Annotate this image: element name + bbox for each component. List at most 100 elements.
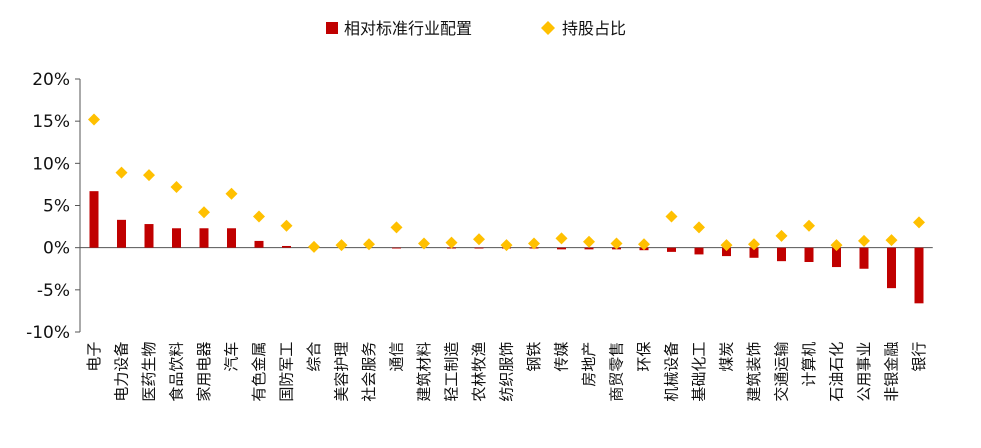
legend-swatch-diamond	[541, 21, 555, 35]
x-tick-label: 钢铁	[525, 342, 543, 372]
scatter-point	[913, 216, 925, 229]
scatter-point	[473, 233, 485, 246]
y-tick-label: -10%	[26, 323, 70, 343]
x-tick-label: 银行	[910, 342, 928, 372]
scatter-point	[885, 234, 898, 247]
scatter-point	[88, 113, 100, 126]
x-tick-label: 社会服务	[360, 342, 378, 402]
x-tick-label: 电力设备	[113, 342, 131, 402]
x-tick-label: 食品饮料	[168, 342, 186, 402]
category-labels: 电子 电力设备 医药生物 食品饮料 家用电器 汽车 有色金属 国防军工 综合 美容护理 社会服务 通信…	[85, 342, 928, 402]
scatter-point	[555, 232, 568, 245]
axes: 20% 15% 10% 5% 0% -5% -10%	[26, 70, 933, 343]
x-tick-label: 交通运输	[773, 342, 791, 402]
scatter-point	[693, 221, 705, 234]
scatter-point	[720, 239, 733, 252]
bar	[777, 247, 786, 262]
scatter-point	[308, 240, 320, 253]
scatter-point	[583, 235, 595, 248]
x-tick-label: 计算机	[800, 342, 818, 387]
x-tick-label: 医药生物	[140, 342, 158, 402]
x-tick-label: 建筑装饰	[745, 342, 763, 402]
scatter-point	[803, 219, 815, 232]
legend-label-diamond: 持股占比	[562, 19, 626, 38]
x-tick-label: 机械设备	[663, 342, 681, 402]
bar	[914, 247, 924, 304]
x-tick-label: 非银金融	[883, 342, 901, 402]
bar	[227, 228, 236, 248]
legend-swatch-bar	[326, 22, 338, 34]
bar	[584, 247, 594, 250]
legend-label-bar: 相对标准行业配置	[344, 19, 472, 38]
bar	[392, 247, 401, 249]
x-tick-label: 家用电器	[195, 342, 213, 402]
scatter-point	[115, 166, 128, 179]
x-tick-label: 国防军工	[278, 342, 296, 402]
scatter-point	[500, 239, 513, 252]
bar	[694, 247, 704, 255]
x-tick-label: 有色金属	[250, 342, 268, 402]
bar	[859, 247, 869, 269]
x-tick-label: 煤炭	[718, 342, 736, 372]
bar	[667, 247, 676, 252]
x-tick-label: 公用事业	[855, 342, 873, 402]
bar	[749, 247, 759, 258]
bar	[172, 228, 181, 248]
bar	[474, 247, 484, 249]
bar	[887, 247, 896, 289]
scatter-point	[170, 180, 183, 193]
scatter-point	[610, 237, 623, 250]
scatter-point	[830, 239, 843, 252]
bar	[804, 247, 814, 263]
x-tick-label: 综合	[305, 342, 323, 372]
scatter-point	[528, 237, 540, 250]
x-tick-label: 传媒	[553, 342, 571, 372]
x-tick-label: 基础化工	[690, 342, 708, 402]
bar	[144, 224, 154, 248]
x-tick-label: 轻工制造	[443, 342, 461, 402]
scatter-point	[253, 210, 265, 223]
scatter-point	[858, 234, 870, 247]
x-tick-label: 纺织服饰	[498, 342, 516, 402]
y-tick-label: 15%	[32, 112, 70, 132]
x-tick-label: 房地产	[580, 342, 598, 387]
scatter-point	[390, 221, 403, 234]
x-tick-label: 美容护理	[333, 342, 351, 402]
scatter-point	[335, 239, 348, 252]
scatter-point	[775, 229, 788, 242]
scatter-series	[88, 113, 925, 253]
scatter-point	[638, 238, 650, 251]
scatter-point	[198, 206, 210, 219]
scatter-point	[280, 219, 293, 232]
scatter-point	[363, 238, 375, 251]
scatter-point	[418, 237, 430, 250]
y-tick-label: 20%	[32, 70, 70, 90]
scatter-point	[665, 210, 678, 223]
x-tick-label: 环保	[635, 342, 653, 372]
bar	[89, 191, 99, 248]
x-tick-label: 通信	[388, 342, 406, 372]
scatter-point	[143, 169, 155, 182]
y-tick-label: 10%	[32, 154, 70, 174]
scatter-point	[225, 187, 238, 200]
scatter-point	[748, 238, 760, 251]
x-tick-label: 商贸零售	[608, 342, 626, 402]
bar	[832, 247, 841, 268]
x-tick-label: 电子	[85, 342, 103, 372]
y-tick-label: -5%	[37, 281, 70, 301]
x-tick-label: 建筑材料	[415, 342, 433, 402]
x-tick-label: 农林牧渔	[470, 342, 488, 402]
y-tick-label: 0%	[43, 239, 70, 259]
bar	[722, 247, 731, 257]
bar	[117, 219, 126, 248]
x-tick-label: 汽车	[223, 342, 241, 372]
bar	[282, 245, 291, 248]
scatter-point	[445, 236, 458, 249]
legend: 相对标准行业配置 持股占比	[326, 19, 626, 38]
bar	[254, 240, 264, 248]
x-tick-label: 石油石化	[828, 342, 846, 402]
y-tick-label: 5%	[43, 197, 70, 217]
bar	[199, 228, 209, 248]
